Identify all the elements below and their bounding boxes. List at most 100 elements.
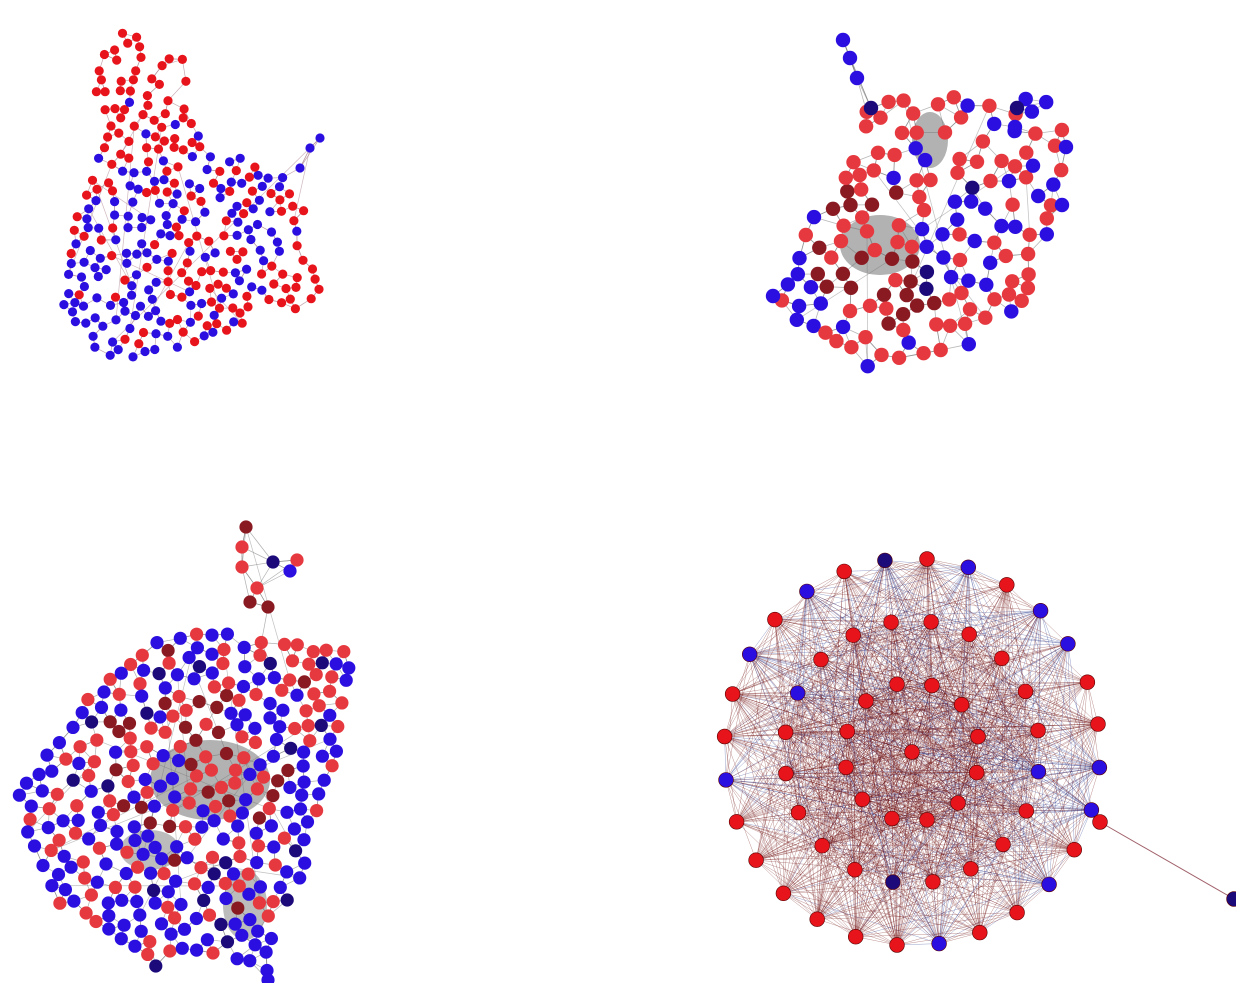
edge xyxy=(865,681,1088,702)
network-node xyxy=(128,833,142,848)
network-node xyxy=(235,540,249,554)
network-node xyxy=(1019,145,1034,160)
edge xyxy=(785,685,933,733)
network-node xyxy=(983,255,998,270)
network-node xyxy=(232,230,242,240)
edge xyxy=(911,751,1039,772)
edge xyxy=(884,560,1069,645)
network-node xyxy=(257,285,267,295)
network-node xyxy=(78,301,89,311)
network-node xyxy=(266,789,280,803)
network-node xyxy=(930,97,946,112)
edge xyxy=(892,767,1100,883)
edge xyxy=(845,558,928,768)
edge xyxy=(785,732,934,882)
network-node xyxy=(115,893,129,907)
network-node xyxy=(325,670,339,684)
edge xyxy=(892,751,913,883)
network-node xyxy=(221,283,231,293)
network-node xyxy=(858,119,874,134)
network-node xyxy=(158,696,172,711)
network-node xyxy=(162,187,172,197)
edge xyxy=(783,704,962,894)
network-node xyxy=(1054,122,1070,138)
edge xyxy=(1037,730,1050,885)
edge xyxy=(774,610,1041,620)
edge xyxy=(783,751,913,894)
edge xyxy=(736,773,787,822)
network-node xyxy=(253,170,263,180)
edge xyxy=(968,634,1004,845)
network-node xyxy=(187,877,202,891)
network-node xyxy=(299,206,309,216)
network-node xyxy=(163,944,177,958)
edge xyxy=(854,751,913,870)
network-node xyxy=(178,145,188,155)
network-node xyxy=(239,793,253,807)
network-node xyxy=(1018,91,1033,107)
edge xyxy=(896,771,1039,946)
edge xyxy=(911,584,1008,753)
edge xyxy=(749,654,913,753)
edge xyxy=(774,619,892,623)
network-node xyxy=(184,179,194,189)
network-node xyxy=(238,247,248,257)
edge xyxy=(926,558,1039,731)
network-node xyxy=(323,684,337,698)
edge xyxy=(932,809,1092,883)
edge xyxy=(774,619,934,882)
network-node xyxy=(142,248,152,258)
network-node xyxy=(854,182,869,197)
edge xyxy=(820,659,1039,772)
network-node xyxy=(128,75,138,85)
network-node xyxy=(200,933,214,947)
network-node xyxy=(177,922,192,936)
network-node xyxy=(162,166,172,176)
network-node xyxy=(874,347,889,363)
network-node xyxy=(177,214,187,224)
edge xyxy=(785,732,894,883)
network-node xyxy=(246,234,256,245)
network-node xyxy=(129,168,139,178)
network-node xyxy=(303,734,317,748)
network-node xyxy=(237,178,247,188)
edge xyxy=(785,634,970,774)
edge xyxy=(820,558,928,660)
edge xyxy=(749,654,1100,768)
network-node xyxy=(152,667,166,681)
edge xyxy=(1048,724,1099,885)
edge xyxy=(783,772,977,894)
network-node xyxy=(132,249,142,259)
edge xyxy=(854,771,1039,870)
edge xyxy=(806,591,1099,725)
network-node xyxy=(192,660,207,674)
edge xyxy=(862,610,1041,800)
network-node xyxy=(143,935,157,949)
edge xyxy=(890,622,893,819)
edge xyxy=(1016,610,1041,913)
edge xyxy=(806,591,1050,885)
edge xyxy=(890,622,898,946)
network-node xyxy=(899,287,914,303)
network-node xyxy=(108,880,122,895)
network-node xyxy=(249,687,263,702)
edge xyxy=(822,730,1039,846)
edge xyxy=(725,779,823,846)
network-node xyxy=(310,804,324,818)
edge xyxy=(862,799,940,944)
edge xyxy=(932,772,977,882)
network-node xyxy=(94,223,104,233)
edge xyxy=(890,621,1026,692)
network-node xyxy=(912,189,927,205)
network-node xyxy=(238,708,252,722)
network-node xyxy=(107,186,118,196)
edge xyxy=(755,560,886,861)
network-node xyxy=(888,272,903,288)
edge xyxy=(930,621,979,737)
network-node xyxy=(778,765,794,782)
edge xyxy=(749,654,928,820)
network-node xyxy=(70,298,80,308)
network-node xyxy=(186,191,196,201)
edge xyxy=(725,659,822,781)
edge xyxy=(725,571,845,781)
